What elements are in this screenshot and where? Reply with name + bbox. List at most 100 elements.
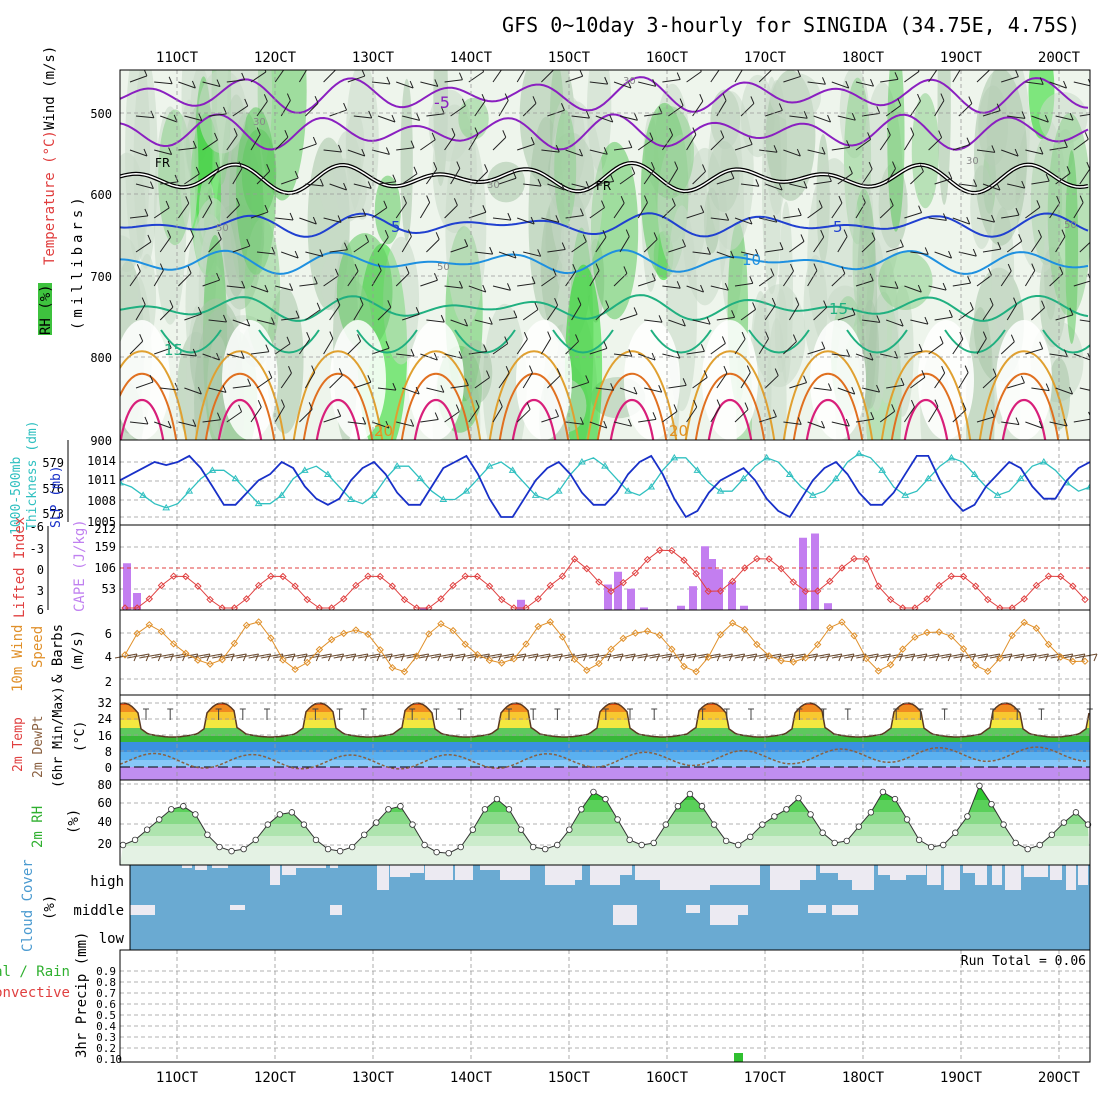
warm-contour [903,399,949,440]
wind10-barb-flag [352,653,357,662]
wind-barb [178,81,196,89]
rh-tick-60: 60 [98,796,112,810]
wind-barb [976,338,987,355]
minmax-whiskers [143,708,1093,720]
wind-barb [692,100,704,117]
wind-barb-flag [440,106,445,114]
wind-barb-flag [827,383,832,391]
wind-barb-flag [964,365,969,373]
wind-barb-flag [990,409,995,418]
cloud-gap-high [545,865,575,885]
cloud-gap-high [838,865,852,880]
wind-barb [135,304,146,321]
wind10-barb [576,653,599,659]
wind-barb [129,421,148,425]
wind-barb-flag [169,300,174,308]
wind-barb [783,341,797,355]
wind-barb-flag [821,146,826,155]
wind10-barb [515,653,539,659]
wind-barb [541,415,559,423]
warm-contour [120,350,188,440]
wind-barb [1001,76,1019,83]
rh-marker [264,821,271,828]
wind-barb [517,217,535,225]
warm-contour [792,372,864,440]
wind10-barb-flag [1032,653,1037,662]
wind-speed-markers [121,618,1089,676]
wind-barb [523,183,542,187]
wind-barb-flag [778,182,783,191]
warm-contour [880,350,972,440]
wind-barb-flag [426,195,431,203]
wind-barb-flag [1036,200,1041,208]
wind-barb-flag [693,399,698,408]
wind-barb [396,147,415,151]
wind-barb-flag [295,310,300,318]
wind-barb [323,70,337,83]
wind-barb-flag [333,62,336,69]
wind-barb-flag [652,412,657,420]
rh-marker [626,836,633,844]
wind-barb [129,215,148,219]
wind-barb [976,274,992,287]
wind-barb-flag [529,365,533,373]
wind-barb-flag [168,76,173,85]
cool-contour [846,329,908,354]
wind-barb [637,139,654,151]
wind-barb-flag [236,198,240,206]
wind-barb-flag [948,171,953,179]
wind-barb [789,241,805,253]
wind-barb-flag [851,307,856,315]
wind-barb [353,115,372,119]
rh-marker [1048,831,1056,838]
wind-marker [1081,657,1089,665]
wind-barb-flag [609,114,614,123]
wind-barb-flag [405,266,410,274]
wind-barb [813,387,832,391]
wind-barb-flag [987,63,990,70]
wind-barb [783,149,801,157]
temp-band [120,712,1090,720]
wind-barb-flag [143,148,148,157]
wind-barb-flag [1066,166,1071,174]
wind-barb [347,75,365,83]
wind-marker [510,655,518,663]
cloud-gap-high [992,865,1002,885]
wind-barb-flag [1018,234,1023,242]
wind-barb-flag [797,417,802,425]
wind-barb-flag [386,76,391,85]
thickness-marker [993,491,1002,498]
li-marker [352,581,360,590]
wind-barb-flag [284,130,289,138]
wind-barb-flag [721,336,726,344]
wind-marker [728,619,737,627]
rh-blob [753,284,806,388]
wind-barb-flag [582,234,587,242]
wind-marker [753,640,761,649]
wind-barb [492,136,507,151]
wind-barb-flag [311,365,316,373]
wind-barb-flag [306,332,311,340]
temp-contour [120,249,1089,275]
wind-marker [412,652,421,660]
cloud-gap-mid [738,905,748,915]
wind-barb-flag [294,170,299,179]
wind-barb [734,338,746,355]
wind-barb-flag [416,113,421,121]
wind-barb [492,217,511,221]
cape-label: CAPE (J/kg) [72,519,88,612]
wind-barb [1000,341,1015,355]
wind10-barb-flag [255,653,259,662]
wind-barb [1055,236,1066,253]
wind-marker [546,618,555,626]
wind-barb [855,418,874,423]
wind-barb [153,270,164,287]
rh-marker [469,826,477,833]
wind-barb [686,350,705,355]
wind10-barb [649,653,672,659]
wind-barb-flag [897,98,902,106]
pressure-tick: 900 [90,434,112,448]
cape-bar [728,581,736,610]
wind-barb-flag [700,344,705,352]
wind-barb-flag [343,182,348,191]
